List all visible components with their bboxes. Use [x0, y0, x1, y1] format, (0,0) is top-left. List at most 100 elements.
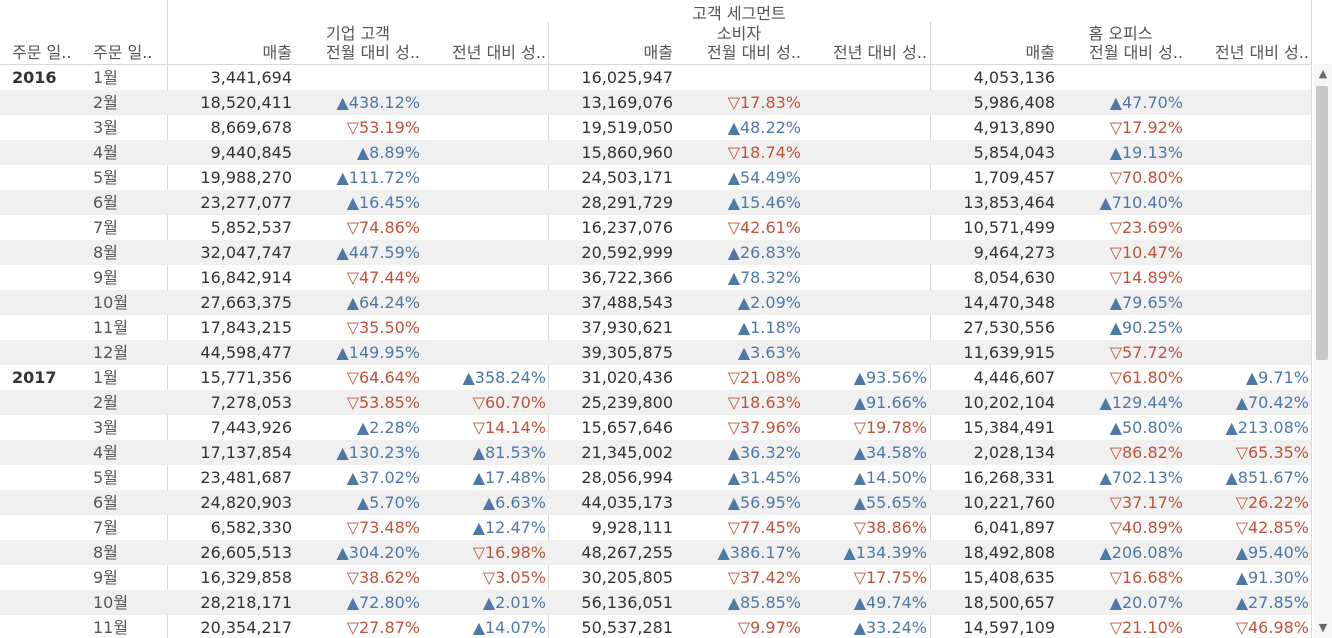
scroll-up-arrow-icon[interactable]: ▲ [1318, 67, 1328, 80]
mom-growth-cell[interactable]: ▽21.08% [727, 368, 801, 387]
sales-cell[interactable]: 10,202,104 [963, 393, 1055, 412]
yoy-growth-cell[interactable]: ▲12.47% [472, 518, 546, 537]
measure-header-yoy-growth-seg2[interactable]: 전년 대비 성.. [833, 43, 927, 62]
yoy-growth-cell[interactable] [802, 190, 927, 215]
sales-cell[interactable]: 6,041,897 [973, 518, 1055, 537]
yoy-growth-cell[interactable]: ▲358.24% [462, 368, 547, 387]
month-label[interactable]: 12월 [93, 343, 129, 362]
mom-growth-cell[interactable]: ▲31.45% [727, 468, 801, 487]
sales-cell[interactable]: 56,136,051 [581, 593, 673, 612]
yoy-growth-cell[interactable] [421, 90, 546, 115]
measure-header-mom-growth-seg3[interactable]: 전월 대비 성.. [1089, 43, 1183, 62]
sales-cell[interactable]: 3,441,694 [210, 68, 292, 87]
year-label[interactable]: 2016 [12, 68, 57, 87]
sales-cell[interactable]: 44,598,477 [200, 343, 292, 362]
sales-cell[interactable]: 5,986,408 [973, 93, 1055, 112]
yoy-growth-cell[interactable] [1184, 265, 1309, 290]
mom-growth-cell[interactable]: ▽14.89% [1109, 268, 1183, 287]
sales-cell[interactable]: 8,669,678 [210, 118, 292, 137]
sales-cell[interactable]: 26,605,513 [200, 543, 292, 562]
yoy-growth-cell[interactable] [421, 190, 546, 215]
mom-growth-cell[interactable] [675, 65, 801, 90]
yoy-growth-cell[interactable]: ▽14.14% [472, 418, 546, 437]
yoy-growth-cell[interactable] [802, 165, 927, 190]
month-label[interactable]: 9월 [93, 268, 118, 287]
yoy-growth-cell[interactable]: ▽42.85% [1235, 518, 1309, 537]
month-label[interactable]: 1월 [93, 68, 118, 87]
sales-cell[interactable]: 10,571,499 [963, 218, 1055, 237]
yoy-growth-cell[interactable] [421, 340, 546, 365]
sales-cell[interactable]: 30,205,805 [581, 568, 673, 587]
sales-cell[interactable]: 36,722,366 [581, 268, 673, 287]
mom-growth-cell[interactable]: ▽77.45% [727, 518, 801, 537]
yoy-growth-cell[interactable] [1184, 340, 1309, 365]
mom-growth-cell[interactable]: ▲85.85% [727, 593, 801, 612]
month-label[interactable]: 5월 [93, 468, 118, 487]
measure-header-sales-seg2[interactable]: 매출 [643, 43, 673, 62]
mom-growth-cell[interactable]: ▲64.24% [346, 293, 420, 312]
yoy-growth-cell[interactable] [802, 290, 927, 315]
mom-growth-cell[interactable]: ▲2.28% [356, 418, 420, 437]
yoy-growth-cell[interactable]: ▲134.39% [843, 543, 928, 562]
mom-growth-cell[interactable]: ▽53.19% [346, 118, 420, 137]
month-label[interactable]: 10월 [93, 293, 129, 312]
yoy-growth-cell[interactable]: ▽60.70% [472, 393, 546, 412]
sales-cell[interactable]: 18,500,657 [963, 593, 1055, 612]
mom-growth-cell[interactable]: ▽10.47% [1109, 243, 1183, 262]
yoy-growth-cell[interactable] [1184, 190, 1309, 215]
sales-cell[interactable]: 13,853,464 [963, 193, 1055, 212]
sales-cell[interactable]: 4,053,136 [973, 68, 1055, 87]
sales-cell[interactable]: 39,305,875 [581, 343, 673, 362]
sales-cell[interactable]: 19,519,050 [581, 118, 673, 137]
yoy-growth-cell[interactable]: ▲6.63% [482, 493, 546, 512]
sales-cell[interactable]: 1,709,457 [973, 168, 1055, 187]
measure-header-yoy-growth-seg3[interactable]: 전년 대비 성.. [1215, 43, 1309, 62]
measure-header-mom-growth-seg1[interactable]: 전월 대비 성.. [326, 43, 420, 62]
mom-growth-cell[interactable]: ▽86.82% [1109, 443, 1183, 462]
segment-header-home-office[interactable]: 홈 오피스 [1088, 24, 1153, 43]
mom-growth-cell[interactable]: ▽57.72% [1109, 343, 1183, 362]
month-label[interactable]: 6월 [93, 493, 118, 512]
month-label[interactable]: 4월 [93, 443, 118, 462]
yoy-growth-cell[interactable] [421, 240, 546, 265]
mom-growth-cell[interactable]: ▲37.02% [346, 468, 420, 487]
sales-cell[interactable]: 44,035,173 [581, 493, 673, 512]
sales-cell[interactable]: 15,657,646 [581, 418, 673, 437]
sales-cell[interactable]: 9,440,845 [210, 143, 292, 162]
yoy-growth-cell[interactable] [802, 340, 927, 365]
mom-growth-cell[interactable]: ▲90.25% [1109, 318, 1183, 337]
mom-growth-cell[interactable]: ▽53.85% [346, 393, 420, 412]
sales-cell[interactable]: 20,592,999 [581, 243, 673, 262]
segment-header-consumer[interactable]: 소비자 [716, 24, 762, 43]
sales-cell[interactable]: 31,020,436 [581, 368, 673, 387]
sales-cell[interactable]: 4,446,607 [973, 368, 1055, 387]
mom-growth-cell[interactable]: ▲447.59% [336, 243, 421, 262]
month-label[interactable]: 9월 [93, 568, 118, 587]
month-label[interactable]: 3월 [93, 418, 118, 437]
mom-growth-cell[interactable]: ▽47.44% [346, 268, 420, 287]
sales-cell[interactable]: 27,530,556 [963, 318, 1055, 337]
yoy-growth-cell[interactable]: ▽38.86% [853, 518, 927, 537]
scrollbar-thumb[interactable] [1316, 86, 1328, 360]
mom-growth-cell[interactable]: ▲8.89% [356, 143, 420, 162]
mom-growth-cell[interactable]: ▽37.96% [727, 418, 801, 437]
mom-growth-cell[interactable]: ▲50.80% [1109, 418, 1183, 437]
month-label[interactable]: 10월 [93, 593, 129, 612]
yoy-growth-cell[interactable]: ▲9.71% [1245, 368, 1309, 387]
sales-cell[interactable]: 6,582,330 [210, 518, 292, 537]
month-label[interactable]: 8월 [93, 243, 118, 262]
yoy-growth-cell[interactable] [1184, 240, 1309, 265]
month-label[interactable]: 3월 [93, 118, 118, 137]
yoy-growth-cell[interactable] [802, 115, 927, 140]
mom-growth-cell[interactable]: ▲149.95% [336, 343, 421, 362]
mom-growth-cell[interactable]: ▽35.50% [346, 318, 420, 337]
yoy-growth-cell[interactable]: ▲93.56% [853, 368, 927, 387]
measure-header-mom-growth-seg2[interactable]: 전월 대비 성.. [707, 43, 801, 62]
yoy-growth-cell[interactable] [802, 215, 927, 240]
yoy-growth-cell[interactable]: ▲81.53% [472, 443, 546, 462]
yoy-growth-cell[interactable] [1184, 165, 1309, 190]
sales-cell[interactable]: 50,537,281 [581, 618, 673, 637]
yoy-growth-cell[interactable] [1184, 65, 1309, 90]
yoy-growth-cell[interactable] [421, 315, 546, 340]
yoy-growth-cell[interactable] [1184, 90, 1309, 115]
